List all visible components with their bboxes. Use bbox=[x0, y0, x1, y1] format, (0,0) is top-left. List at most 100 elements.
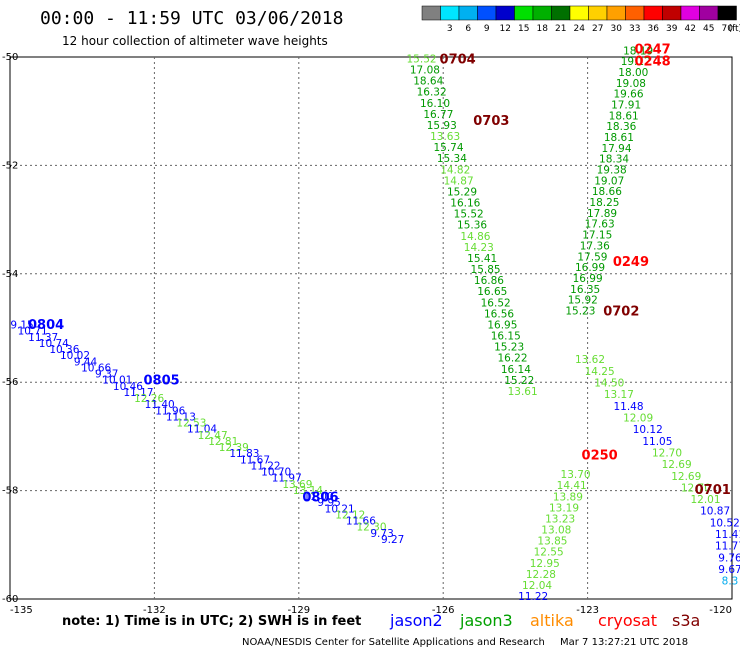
wave-height-value: 17.15 bbox=[582, 230, 612, 242]
wave-height-value: 16.15 bbox=[491, 331, 521, 343]
wave-height-value: 9.73 bbox=[370, 528, 393, 540]
wave-height-value: 8.3 bbox=[722, 576, 739, 588]
satellite-legend: jason2 jason3 altika cryosat s3a bbox=[389, 611, 700, 630]
wave-height-value: 15.74 bbox=[433, 142, 463, 154]
lon-tick-label: -126 bbox=[432, 605, 455, 616]
scale-swatch bbox=[680, 5, 700, 21]
wave-height-value: 14.86 bbox=[460, 231, 490, 243]
map-subtitle: 12 hour collection of altimeter wave hei… bbox=[62, 34, 328, 48]
wave-height-value: 18.00 bbox=[618, 67, 648, 79]
wave-height-value: 15.29 bbox=[447, 186, 477, 198]
wave-height-value: 15.52 bbox=[407, 53, 437, 65]
wave-height-value: 13.17 bbox=[604, 389, 634, 401]
legend-jason3: jason3 bbox=[459, 611, 513, 630]
scale-unit: (ft) bbox=[729, 24, 740, 34]
wave-height-value: 13.23 bbox=[545, 513, 575, 525]
scale-label: 24 bbox=[574, 24, 586, 34]
scale-label: 39 bbox=[666, 24, 678, 34]
wave-height-observations: 9.1510.7111.3710.7410.3610.029.4410.669.… bbox=[10, 45, 740, 603]
scale-swatch bbox=[662, 5, 682, 21]
axis-tick-labels: -135 -132 -129 -126 -123 -120 -50 -52 -54 -56 -58 -… bbox=[2, 52, 732, 616]
wave-height-value: 9.15 bbox=[10, 320, 33, 332]
wave-height-value: 16.56 bbox=[484, 308, 514, 320]
wave-height-value: 11.97 bbox=[272, 473, 302, 485]
wave-height-value: 9.76 bbox=[718, 552, 740, 564]
wave-height-value: 17.89 bbox=[587, 208, 617, 220]
pass-label: 0704 bbox=[440, 53, 476, 68]
wave-height-value: 15.34 bbox=[437, 153, 467, 165]
pass-label: 0247 bbox=[634, 43, 670, 58]
wave-height-value: 10.66 bbox=[81, 362, 111, 374]
wave-height-value: 13.62 bbox=[575, 354, 605, 366]
lat-tick-label: -50 bbox=[2, 52, 18, 63]
scale-swatch bbox=[514, 5, 534, 21]
scale-label: 3 bbox=[447, 24, 453, 34]
wave-height-value: 18.64 bbox=[413, 76, 443, 88]
scale-swatch bbox=[699, 5, 719, 21]
scale-label: 9 bbox=[484, 24, 490, 34]
wave-height-value: 17.36 bbox=[580, 240, 610, 252]
wave-height-value: 11.41 bbox=[715, 529, 740, 541]
scale-swatch bbox=[458, 5, 478, 21]
wave-height-value: 12.09 bbox=[623, 412, 653, 424]
scale-label: 70 bbox=[722, 24, 734, 34]
lat-tick-label: -54 bbox=[2, 269, 18, 280]
wave-height-value: 14.82 bbox=[440, 164, 470, 176]
wave-height-value: 13.85 bbox=[537, 536, 567, 548]
pass-label: 0702 bbox=[603, 305, 639, 320]
wave-height-value: 10.02 bbox=[60, 350, 90, 362]
wave-height-value: 15.23 bbox=[494, 342, 524, 354]
wave-height-value: 16.14 bbox=[501, 364, 531, 376]
wave-height-value: 12.55 bbox=[534, 547, 564, 559]
wave-height-value: 12.69 bbox=[671, 471, 701, 483]
wave-height-value: 13.08 bbox=[541, 525, 571, 537]
scale-label: 36 bbox=[648, 24, 660, 34]
wave-height-value: 16.99 bbox=[575, 262, 605, 274]
wave-height-value: 13.89 bbox=[553, 491, 583, 503]
lon-tick-label: -132 bbox=[143, 605, 166, 616]
wave-height-value: 11.96 bbox=[155, 405, 185, 417]
wave-height-value: 12.26 bbox=[134, 393, 164, 405]
scale-label: 30 bbox=[611, 24, 623, 34]
wave-height-value: 17.63 bbox=[585, 219, 615, 231]
wave-height-value: 16.35 bbox=[570, 284, 600, 296]
wave-height-value: 9.95 bbox=[317, 497, 340, 509]
wave-height-value: 13.19 bbox=[549, 502, 579, 514]
wave-height-value: 11.05 bbox=[642, 436, 672, 448]
credit-line: NOAA/NESDIS Center for Satellite Applica… bbox=[242, 637, 545, 648]
lon-tick-label: -129 bbox=[287, 605, 310, 616]
scale-label: 12 bbox=[500, 24, 511, 34]
lat-tick-label: -58 bbox=[2, 486, 18, 497]
wave-height-value: 11.13 bbox=[166, 411, 196, 423]
wave-height-value: 14.50 bbox=[594, 378, 624, 390]
wave-height-value: 12.70 bbox=[652, 447, 682, 459]
footer-note: note: 1) Time is in UTC; 2) SWH is in fe… bbox=[62, 614, 361, 629]
wave-height-value: 14.23 bbox=[464, 242, 494, 254]
pass-label: 0250 bbox=[582, 449, 618, 464]
wave-height-value: 12.69 bbox=[662, 459, 692, 471]
scale-label: 45 bbox=[703, 24, 714, 34]
wave-height-value: 10.74 bbox=[39, 338, 69, 350]
scale-label: 15 bbox=[518, 24, 529, 34]
wave-height-value: 11.17 bbox=[123, 387, 153, 399]
wave-height-value: 14.41 bbox=[557, 480, 587, 492]
wave-height-value: 9.44 bbox=[74, 356, 98, 368]
wave-height-value: 10.12 bbox=[633, 424, 663, 436]
wave-height-value: 13.61 bbox=[508, 386, 538, 398]
wave-height-value: 19.66 bbox=[613, 89, 643, 101]
wave-height-value: 10.21 bbox=[325, 503, 355, 515]
lat-tick-label: -56 bbox=[2, 377, 18, 388]
wave-height-value: 11.22 bbox=[251, 460, 281, 472]
wave-height-value: 15.52 bbox=[454, 209, 484, 221]
scale-swatch bbox=[606, 5, 626, 21]
wave-height-value: 11.04 bbox=[187, 424, 217, 436]
wave-height-value: 12.28 bbox=[526, 569, 556, 581]
wave-height-value: 16.95 bbox=[487, 319, 517, 331]
wave-height-value: 15.93 bbox=[427, 120, 457, 132]
wave-height-value: 10.70 bbox=[261, 467, 291, 479]
wave-height-value: 16.32 bbox=[417, 87, 447, 99]
wave-height-value: 18.25 bbox=[589, 197, 619, 209]
wave-height-value: 13.70 bbox=[561, 469, 591, 481]
wave-height-value: 15.92 bbox=[568, 295, 598, 307]
